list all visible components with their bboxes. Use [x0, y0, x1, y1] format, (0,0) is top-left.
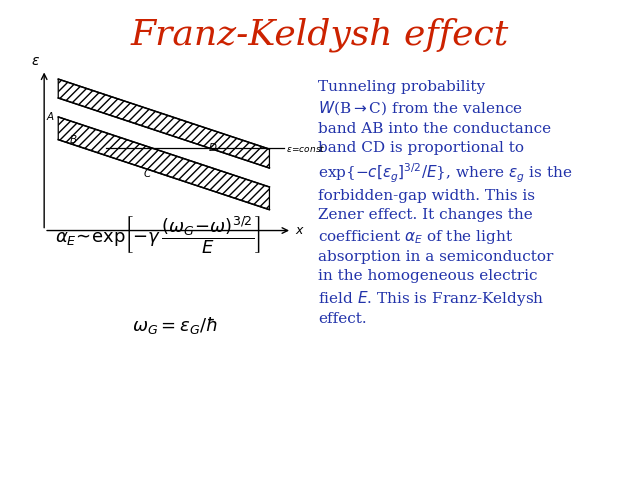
- Text: Tunneling probability
$W$(B$\rightarrow$C) from the valence
band AB into the con: Tunneling probability $W$(B$\rightarrow$…: [318, 80, 572, 326]
- Text: $\omega_G = \varepsilon_G/\hbar$: $\omega_G = \varepsilon_G/\hbar$: [132, 314, 218, 336]
- Text: $x$: $x$: [295, 224, 305, 237]
- Text: D: D: [209, 143, 217, 153]
- Text: $\varepsilon$: $\varepsilon$: [31, 54, 40, 68]
- Polygon shape: [58, 79, 269, 168]
- Text: B: B: [70, 135, 77, 144]
- Text: $\alpha_E \!\sim\! \exp\!\left[-\gamma\,\dfrac{(\omega_G\!-\!\omega)^{3/2}}{E}\r: $\alpha_E \!\sim\! \exp\!\left[-\gamma\,…: [55, 214, 261, 256]
- Text: C: C: [143, 169, 150, 179]
- Polygon shape: [58, 117, 269, 210]
- Text: A: A: [46, 112, 53, 122]
- Text: Franz-Keldysh effect: Franz-Keldysh effect: [131, 18, 509, 52]
- Text: $\varepsilon\!=\!$const: $\varepsilon\!=\!$const: [286, 143, 326, 154]
